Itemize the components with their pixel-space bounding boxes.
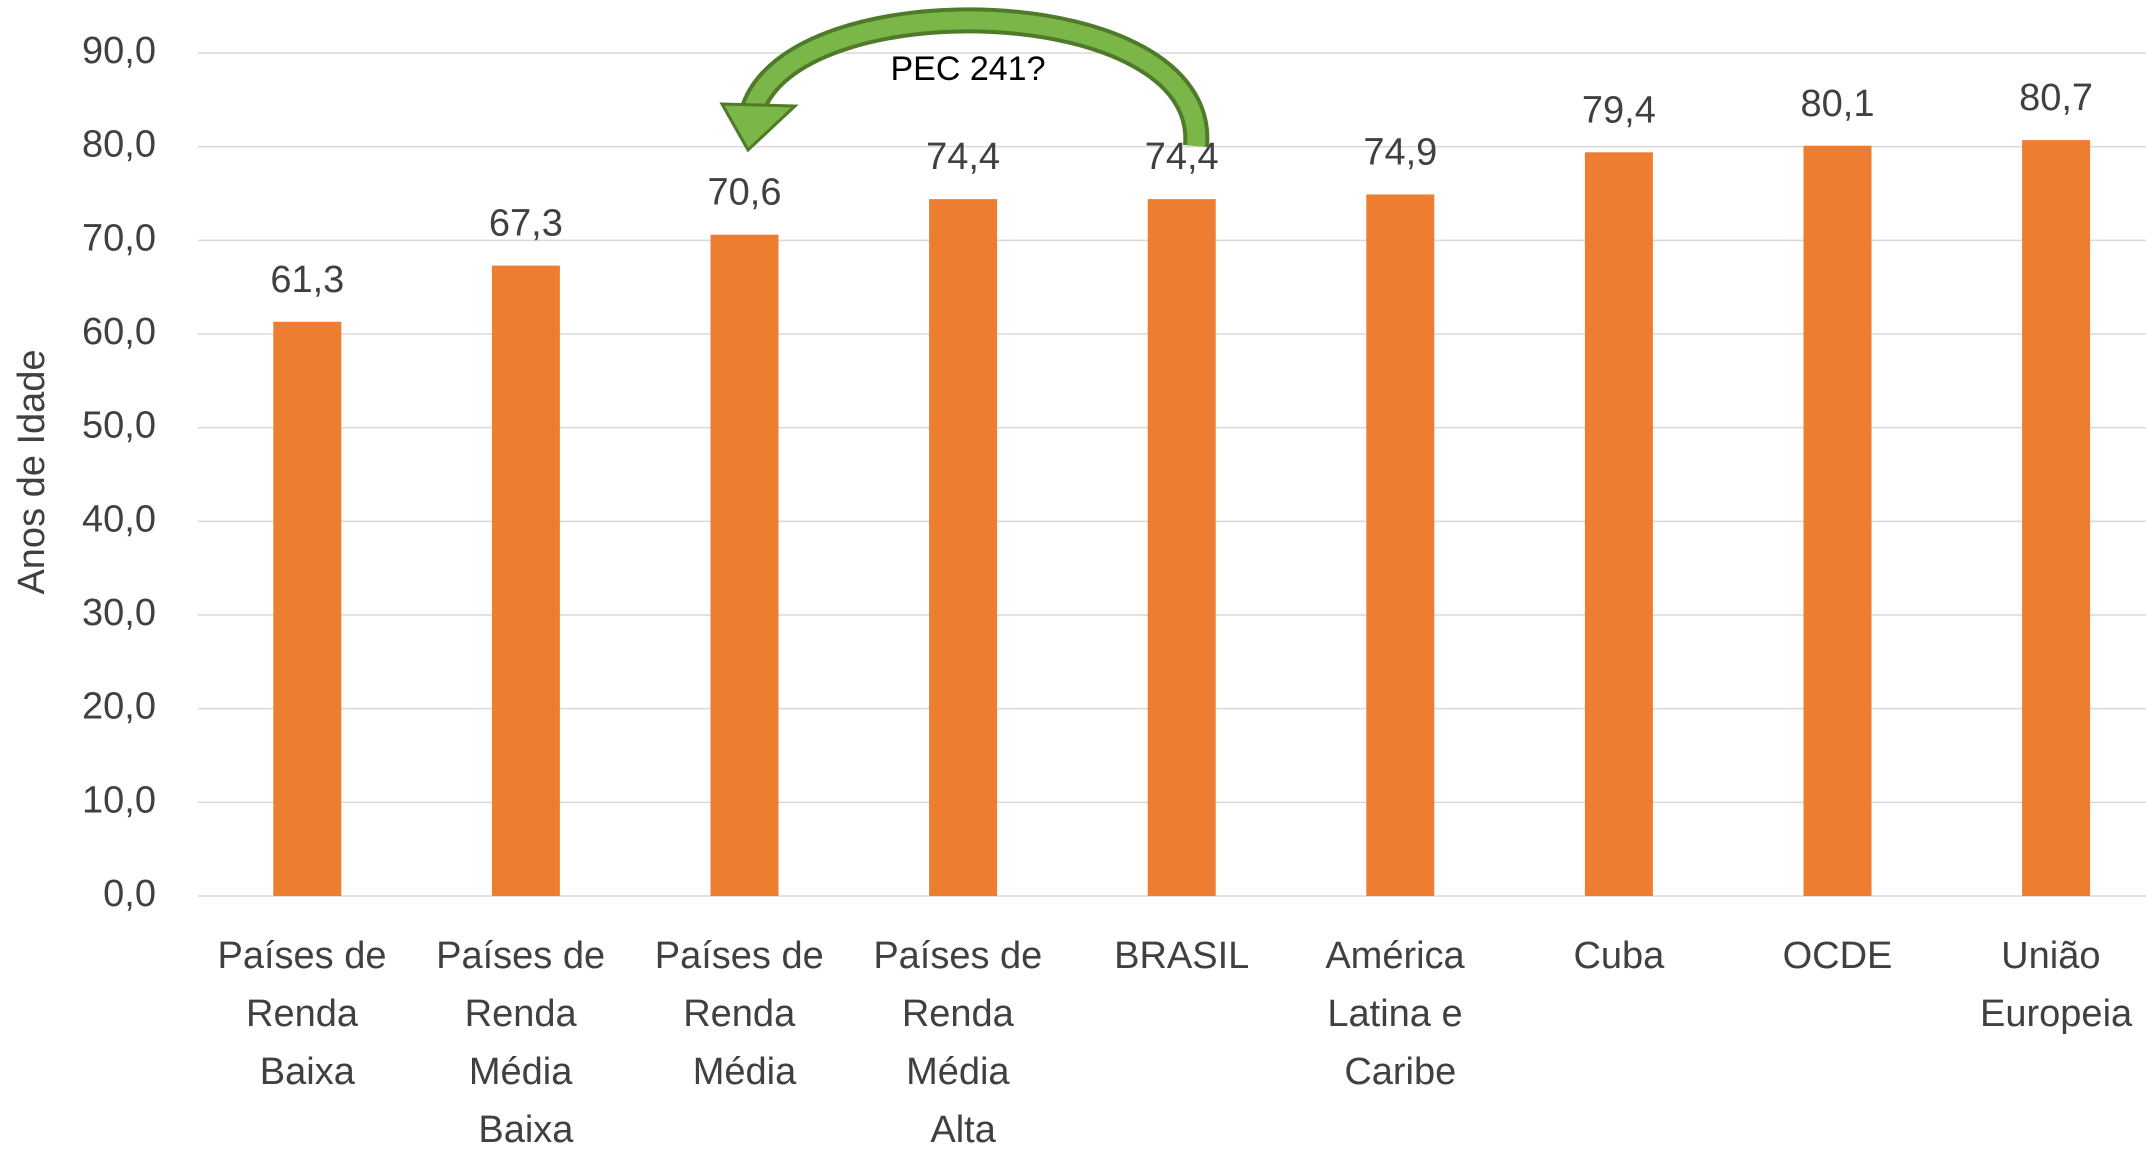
bar	[710, 234, 779, 897]
x-tick-label: BRASIL	[1114, 935, 1249, 977]
data-label: 61,3	[270, 259, 344, 301]
data-label: 79,4	[1582, 89, 1656, 131]
data-label: 70,6	[708, 172, 782, 214]
x-tick-label: União Europeia	[1980, 935, 2133, 1035]
bar	[1803, 145, 1872, 897]
data-label: 80,1	[1801, 83, 1875, 125]
data-label: 74,9	[1363, 131, 1437, 173]
y-tick-label: 40,0	[82, 498, 156, 540]
y-tick-label: 70,0	[82, 217, 156, 259]
y-tick-label: 30,0	[82, 592, 156, 634]
bar	[929, 199, 998, 896]
bar	[273, 321, 342, 896]
y-tick-label: 80,0	[82, 124, 156, 166]
x-tick-label: OCDE	[1783, 935, 1893, 977]
annotation-arrow	[719, 7, 1210, 153]
bar	[1584, 152, 1653, 896]
bar	[2022, 140, 2091, 897]
y-tick-label: 20,0	[82, 686, 156, 728]
data-label: 74,4	[926, 136, 1000, 178]
data-label: 80,7	[2019, 77, 2093, 119]
y-tick-label: 10,0	[82, 779, 156, 821]
x-tick-label: Países de Renda Média Baixa	[436, 935, 616, 1151]
y-tick-label: 50,0	[82, 405, 156, 447]
annotation: PEC 241?	[891, 50, 1046, 88]
bar	[1147, 199, 1216, 896]
y-tick-label: 90,0	[82, 30, 156, 72]
x-tick-label: Países de Renda Média	[655, 935, 835, 1093]
y-tick-label: 60,0	[82, 311, 156, 353]
data-label: 67,3	[489, 203, 563, 245]
y-axis-title: Anos de Idade	[11, 349, 53, 594]
bar	[491, 265, 560, 897]
y-tick-label: 0,0	[103, 873, 156, 915]
x-tick-label: Países de Renda Média Alta	[873, 935, 1053, 1151]
bar	[1366, 194, 1435, 897]
x-tick-label: América Latina e Caribe	[1325, 935, 1475, 1093]
x-tick-label: Cuba	[1573, 935, 1665, 977]
x-tick-label: Países de Renda Baixa	[218, 935, 398, 1093]
